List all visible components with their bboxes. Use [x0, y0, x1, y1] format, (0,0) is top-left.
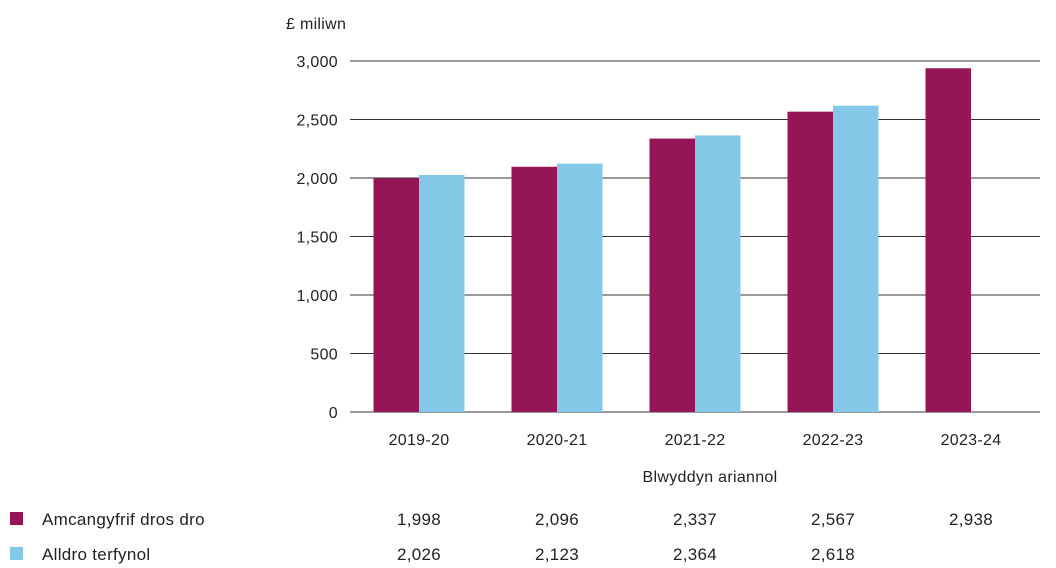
legend-label: Alldro terfynol [42, 545, 150, 564]
y-tick-label: 0 [329, 405, 338, 422]
x-tick-label: 2020-21 [527, 432, 588, 449]
y-tick-label: 2,500 [296, 113, 338, 130]
bar-provisional-2022-23 [787, 111, 833, 412]
table-value: 2,096 [535, 510, 579, 529]
y-tick-labels: 0 500 1,000 1,500 2,000 2,500 3,000 [296, 54, 338, 422]
bar-provisional-2023-24 [925, 68, 971, 412]
y-tick-label: 2,000 [296, 171, 338, 188]
legend-swatch [10, 512, 23, 525]
y-tick-label: 1,500 [296, 230, 338, 247]
x-tick-label: 2019-20 [389, 432, 450, 449]
x-tick-label: 2023-24 [941, 432, 1002, 449]
table-value: 2,123 [535, 545, 579, 564]
legend-swatch [10, 547, 23, 560]
table-value: 2,337 [673, 510, 717, 529]
table-value: 2,567 [811, 510, 855, 529]
y-tick-label: 500 [310, 347, 338, 364]
x-tick-label: 2021-22 [665, 432, 726, 449]
table-value: 2,026 [397, 545, 441, 564]
table-value: 2,364 [673, 545, 717, 564]
x-tick-labels: 2019-20 2020-21 2021-22 2022-23 2023-24 [389, 432, 1002, 449]
table-value: 1,998 [397, 510, 441, 529]
bar-provisional-2019-20 [373, 178, 419, 412]
y-axis-title: £ miliwn [286, 16, 346, 33]
bar-final-2022-23 [833, 105, 879, 412]
bar-final-2019-20 [419, 174, 465, 412]
y-tick-label: 3,000 [296, 54, 338, 71]
legend-data-table: Amcangyfrif dros dro 1,998 2,096 2,337 2,567… [10, 510, 993, 564]
x-axis-title: Blwyddyn ariannol [643, 469, 778, 486]
bar-provisional-2021-22 [649, 138, 695, 413]
bar-provisional-2020-21 [511, 166, 557, 412]
bars [373, 68, 971, 413]
bar-final-2021-22 [695, 135, 741, 413]
table-value: 2,938 [949, 510, 993, 529]
x-tick-label: 2022-23 [803, 432, 864, 449]
bar-final-2020-21 [557, 163, 603, 412]
legend-label: Amcangyfrif dros dro [42, 510, 205, 529]
y-tick-label: 1,000 [296, 288, 338, 305]
table-value: 2,618 [811, 545, 855, 564]
